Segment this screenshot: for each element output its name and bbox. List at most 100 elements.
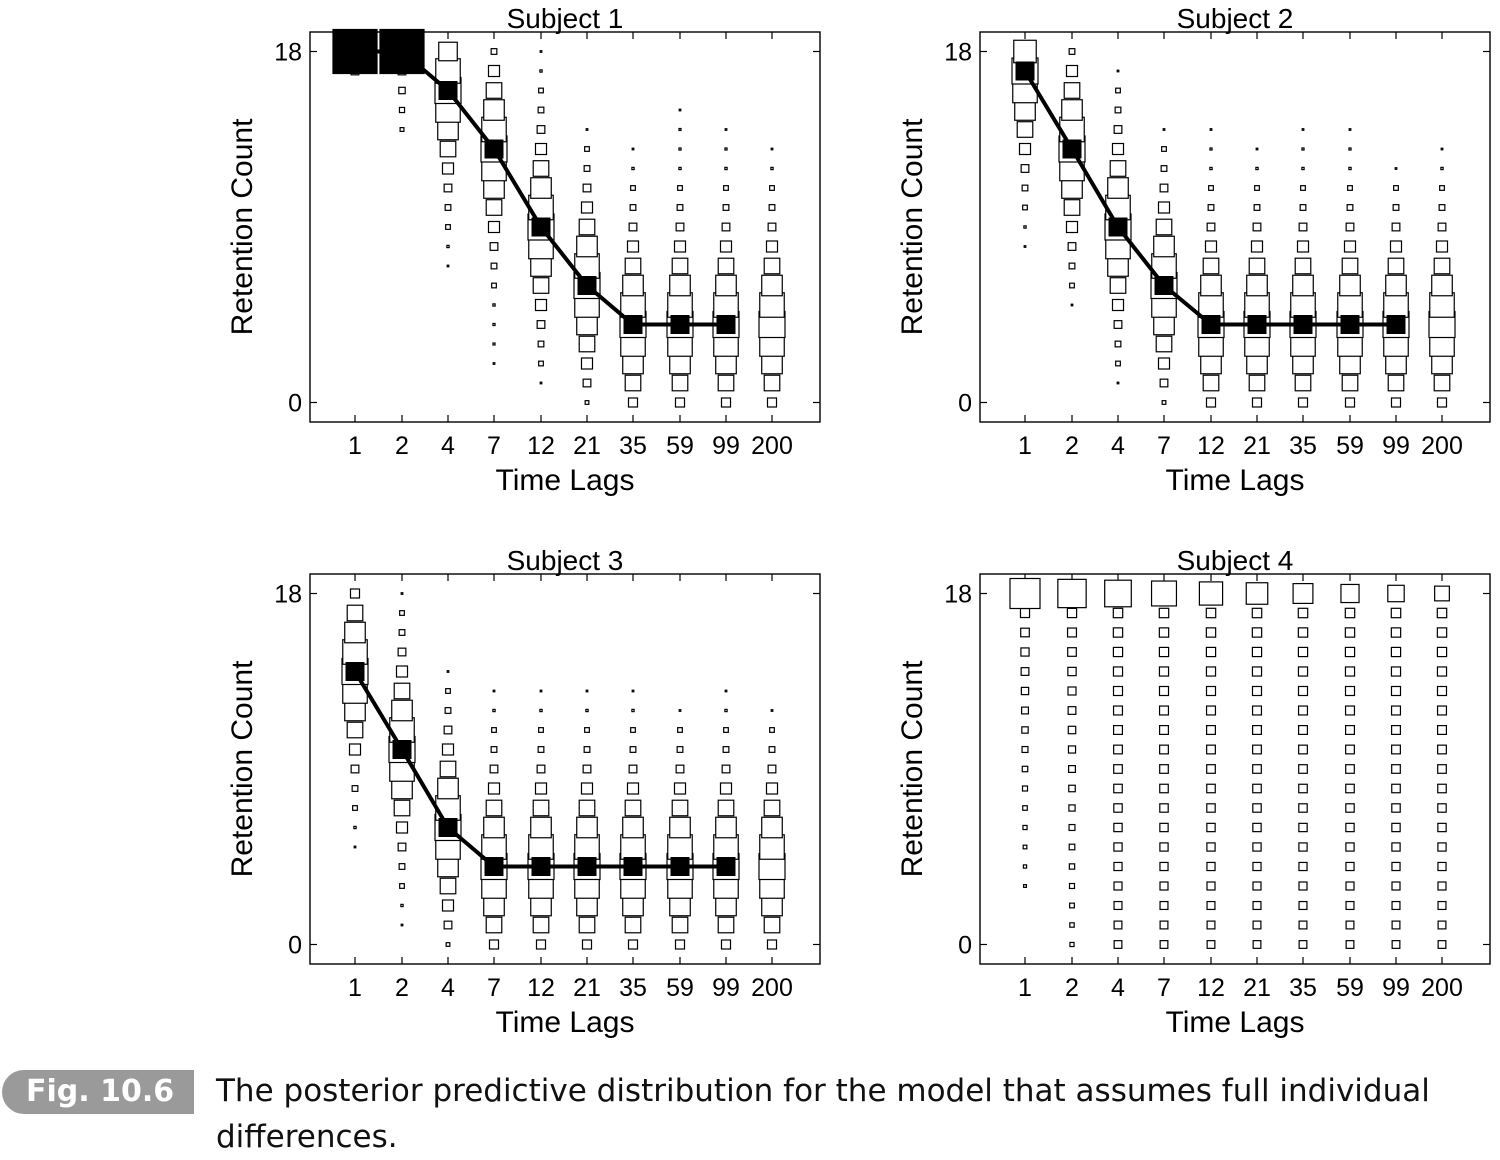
- predictive-square: [626, 782, 640, 795]
- predictive-square: [1437, 940, 1447, 949]
- x-tick-label: 12: [1197, 974, 1225, 1002]
- predictive-square: [537, 746, 545, 753]
- x-tick-label: 21: [573, 974, 601, 1002]
- predictive-square: [1205, 607, 1217, 619]
- predictive-square: [1298, 920, 1308, 930]
- predictive-square: [724, 689, 728, 693]
- predictive-square: [1429, 292, 1455, 318]
- predictive-square: [1067, 745, 1077, 754]
- observed-point: [345, 662, 365, 681]
- predictive-square: [767, 764, 777, 774]
- y-axis-label: Retention Count: [226, 660, 259, 877]
- x-tick-label: 2: [395, 974, 409, 1002]
- predictive-square: [1345, 822, 1355, 833]
- predictive-square: [1252, 822, 1262, 833]
- predictive-square: [399, 126, 405, 132]
- predictive-square: [1205, 685, 1217, 697]
- predictive-square: [574, 834, 600, 860]
- predictive-square: [1348, 128, 1352, 131]
- predictive-square: [1113, 744, 1123, 755]
- predictive-square: [1344, 666, 1356, 677]
- predictive-square: [1068, 843, 1076, 851]
- predictive-square: [1069, 902, 1075, 909]
- predictive-square: [622, 816, 644, 839]
- predictive-square: [766, 397, 778, 408]
- predictive-square: [1345, 803, 1355, 813]
- predictive-square: [724, 147, 728, 151]
- observed-point: [531, 857, 551, 876]
- predictive-square: [1344, 705, 1356, 716]
- plot-area: [979, 573, 1491, 965]
- x-tick-label: 200: [1421, 974, 1463, 1002]
- predictive-square: [485, 82, 503, 99]
- predictive-square: [674, 939, 686, 950]
- predictive-square: [1022, 805, 1028, 811]
- predictive-square: [400, 903, 404, 908]
- predictive-square: [1345, 764, 1355, 774]
- predictive-square: [1104, 579, 1132, 608]
- predictive-square: [1112, 685, 1124, 697]
- predictive-square: [765, 782, 779, 795]
- predictive-square: [443, 920, 453, 930]
- chart-title: Subject 1: [507, 3, 624, 34]
- predictive-square: [627, 939, 639, 950]
- predictive-square: [1431, 274, 1453, 297]
- predictive-square: [678, 127, 682, 132]
- predictive-square: [1391, 940, 1401, 949]
- predictive-square: [491, 282, 497, 289]
- predictive-square: [1159, 803, 1169, 813]
- predictive-square: [1391, 222, 1401, 232]
- predictive-square: [1345, 744, 1355, 755]
- predictive-square: [1292, 274, 1314, 297]
- x-tick-label: 59: [666, 974, 694, 1002]
- predictive-square: [1435, 240, 1449, 253]
- x-tick-label: 2: [395, 432, 409, 460]
- predictive-square: [1013, 39, 1037, 64]
- x-tick-label: 59: [666, 432, 694, 460]
- predictive-square: [1252, 803, 1262, 813]
- predictive-square: [768, 204, 776, 211]
- predictive-square: [1113, 764, 1123, 774]
- predictive-square: [1159, 822, 1169, 833]
- predictive-square: [724, 128, 728, 131]
- predictive-square: [628, 764, 638, 774]
- predictive-square: [721, 222, 731, 232]
- predictive-square: [538, 87, 544, 94]
- y-tick-label: 0: [958, 932, 972, 960]
- predictive-square: [1018, 142, 1032, 156]
- predictive-square: [1022, 844, 1028, 850]
- predictive-square: [1390, 627, 1402, 638]
- predictive-square: [1112, 724, 1123, 735]
- predictive-square: [1297, 705, 1309, 716]
- predictive-square: [1436, 666, 1448, 677]
- predictive-square: [439, 760, 457, 778]
- predictive-square: [769, 185, 775, 191]
- predictive-square: [1107, 177, 1129, 199]
- predictive-square: [1068, 784, 1076, 793]
- predictive-square: [536, 764, 546, 774]
- predictive-square: [1068, 882, 1076, 890]
- chart-title: Subject 3: [507, 545, 624, 576]
- predictive-square: [1387, 584, 1405, 603]
- predictive-square: [765, 240, 779, 253]
- predictive-square: [1294, 257, 1312, 275]
- predictive-square: [1067, 764, 1076, 773]
- observed-point: [345, 42, 365, 61]
- predictive-square: [583, 746, 591, 753]
- predictive-square: [1345, 881, 1355, 891]
- predictive-square: [446, 670, 450, 673]
- predictive-square: [1157, 357, 1171, 370]
- predictive-square: [768, 746, 776, 753]
- predictive-square: [536, 125, 546, 134]
- predictive-square: [713, 292, 739, 318]
- predictive-square: [1114, 106, 1122, 114]
- x-tick-label: 4: [1111, 432, 1125, 460]
- predictive-square: [630, 185, 636, 191]
- predictive-square: [624, 916, 642, 934]
- predictive-square: [1205, 397, 1217, 408]
- predictive-square: [1205, 646, 1217, 658]
- predictive-square: [1251, 607, 1263, 619]
- predictive-square: [766, 939, 778, 950]
